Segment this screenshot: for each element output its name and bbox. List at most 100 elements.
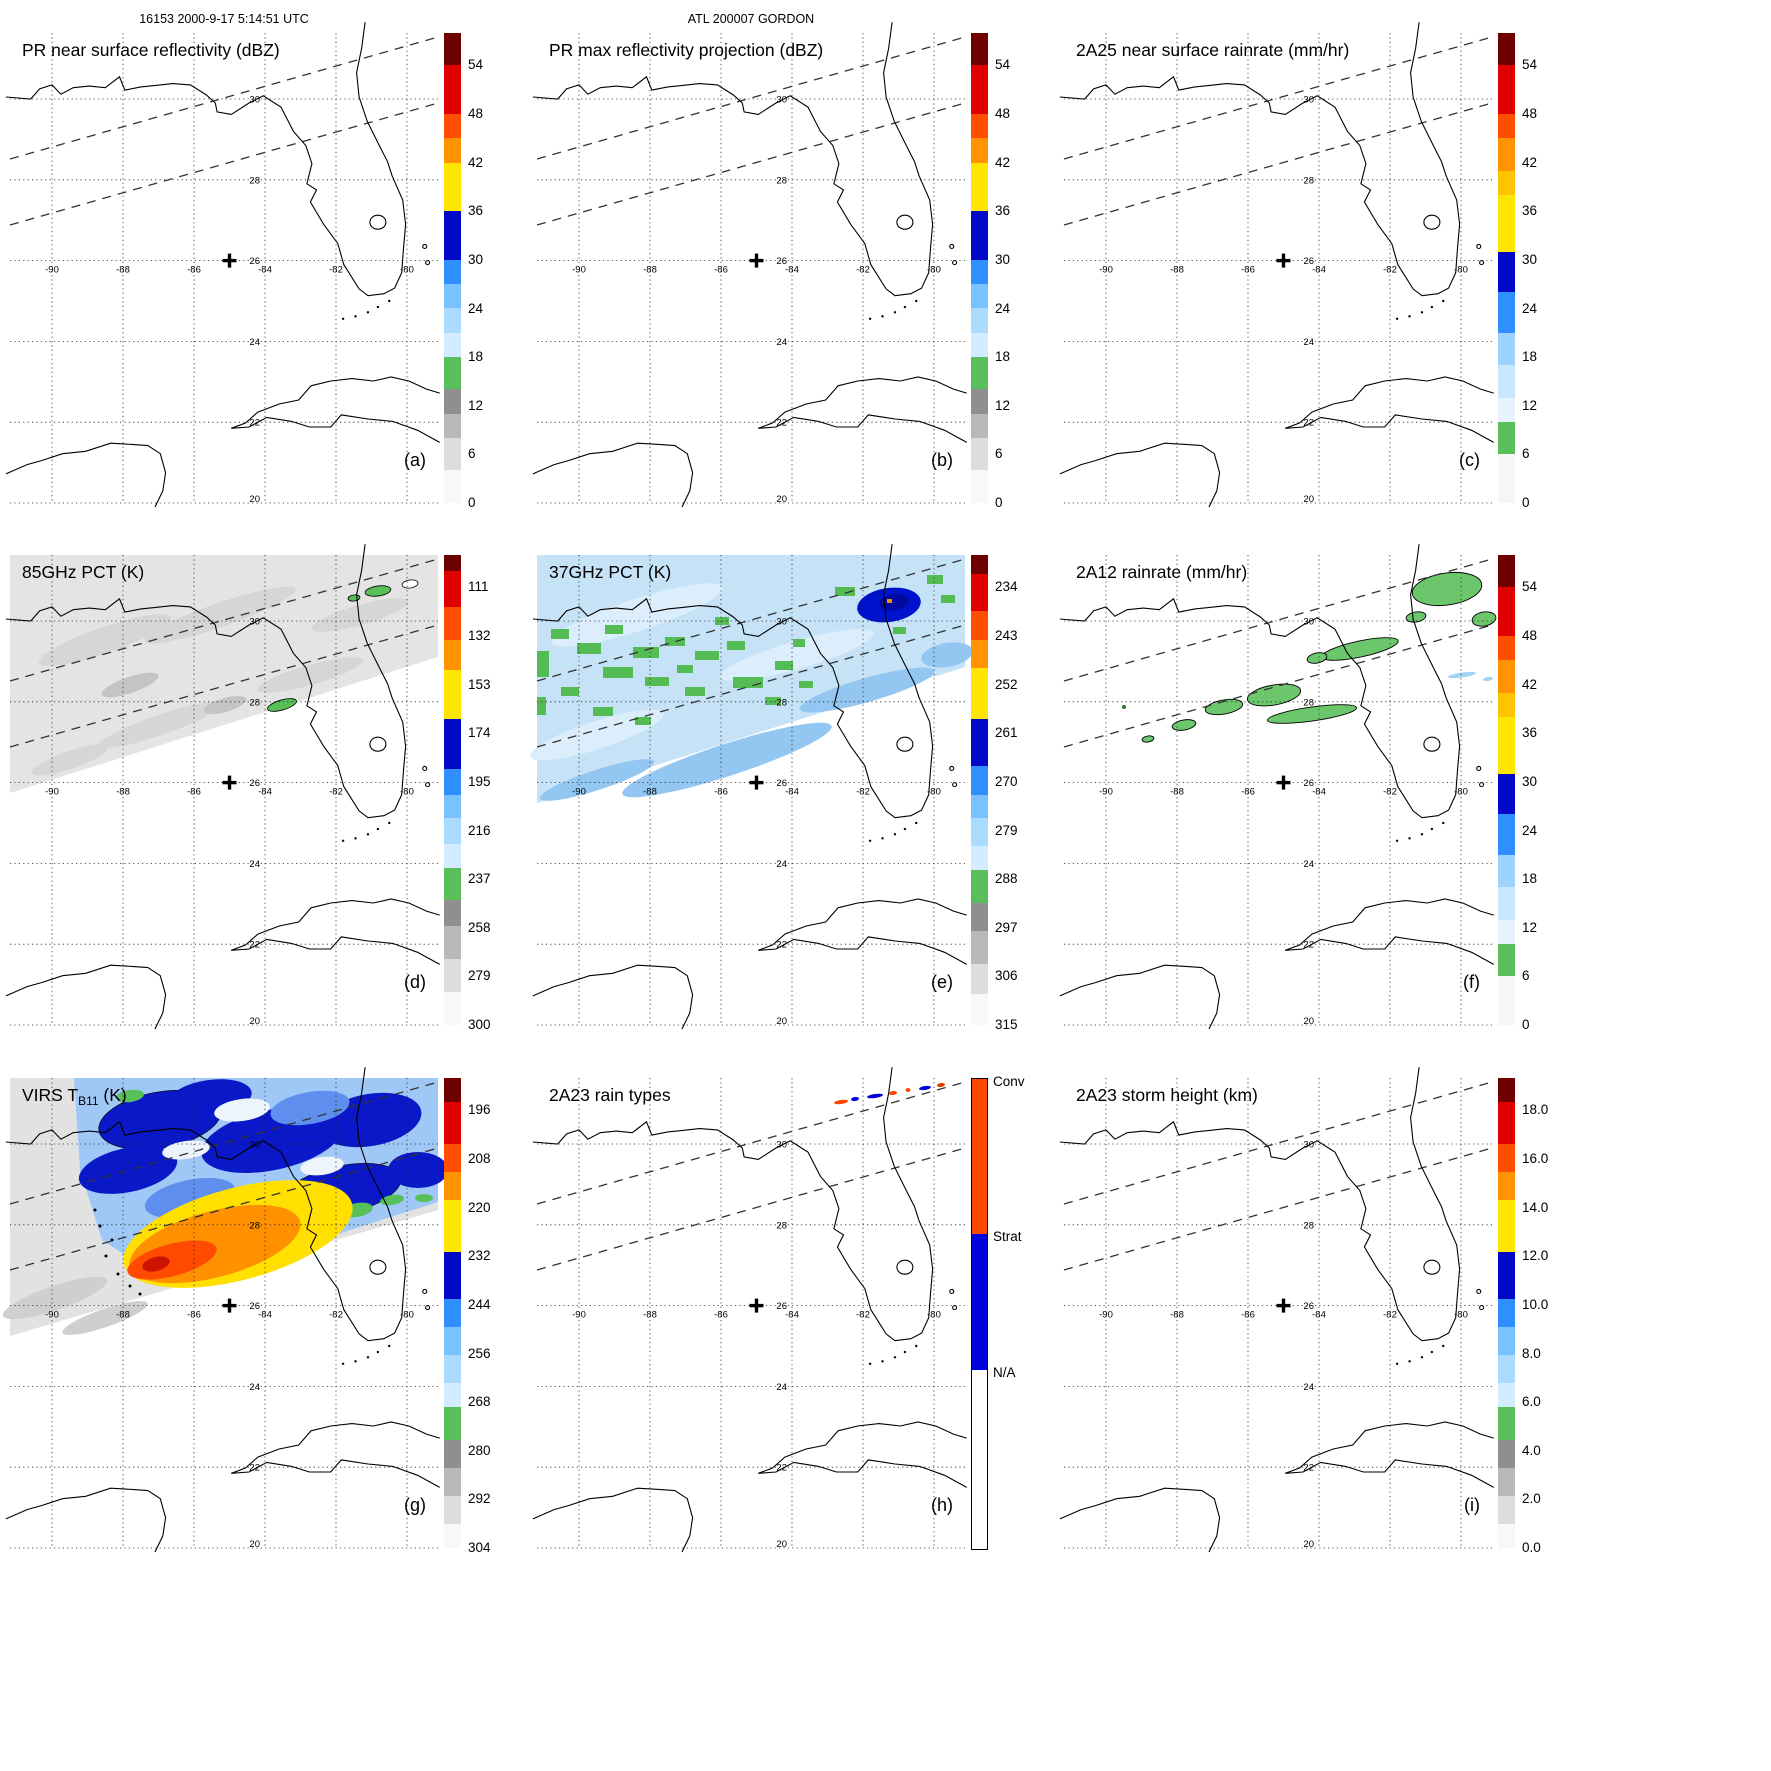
colorbar-segment [971,470,988,503]
colorbar-segment [1498,636,1515,661]
island-outline [422,243,428,250]
lon-label: -90 [45,1310,59,1321]
island-outline [1476,765,1482,772]
colorbar-segment [971,162,988,212]
data-blob [1246,683,1302,707]
lon-label: -84 [258,787,272,798]
lat-label: 26 [1303,1301,1314,1312]
colorbar-segment [1498,1524,1515,1548]
map-f: -90 -88 -86 -84 -82 -80 30 28 26 24 22 20 2A12 rainr… [1059,544,1497,1030]
lon-label: -84 [258,1310,272,1321]
panel-letter: (d) [404,972,426,992]
grid-labels: -90 -88 -86 -84 -82 -80 30 28 26 24 22 20 [1099,95,1468,506]
data-blob [116,1089,144,1103]
colorbar-tick-label: 12 [468,397,484,413]
storm-center-marker [749,775,764,790]
lon-label: -84 [258,265,272,276]
colorbar-segment [972,1370,987,1549]
rain-pixel [633,647,659,658]
colorbar-segment [971,818,988,847]
colorbar-tick-label: 48 [1522,628,1538,644]
panel-letter: (h) [931,1495,953,1515]
colorbar-segment [444,308,461,333]
colorbar-segment [1498,1496,1515,1525]
panel-letter: (i) [1464,1495,1480,1515]
lon-label: -90 [572,787,586,798]
colorbar-segment [1498,1078,1515,1102]
coastline [532,1067,967,1553]
colorbar-segment [971,719,988,767]
colorbar-segment [444,1406,461,1440]
grid-labels: -90 -88 -86 -84 -82 -80 30 28 26 24 22 20 [1099,1140,1468,1551]
lon-label: -90 [1099,787,1113,798]
colorbar-segment [444,794,461,819]
panel-e: -90 -88 -86 -84 -82 -80 30 28 26 24 22 20 37GHz PCT … [530,544,1064,1032]
lon-label: -86 [187,265,201,276]
colorbar-tick-label: 288 [995,871,1018,887]
contour-speck [116,1272,120,1276]
colorbar-segment [1498,1200,1515,1252]
data-overlay-pct37 [530,555,973,803]
colorbar-d [444,555,461,1025]
colorbar-tick-label: 24 [1522,822,1538,838]
colorbar-tick-label: 30 [995,251,1011,267]
data-blob [415,1194,433,1202]
colorbar-tick-label: 30 [468,251,484,267]
map-e: -90 -88 -86 -84 -82 -80 30 28 26 24 22 20 37GHz PCT … [530,544,973,1030]
colorbar-segment [444,332,461,357]
colorbar-segment [971,211,988,260]
storm-center-marker [222,253,237,268]
colorbar-segment [1498,421,1515,455]
lon-label: -86 [1241,1310,1255,1321]
gridlines [1064,555,1492,1026]
colorbar-segment [444,1355,461,1384]
lat-label: 26 [249,256,260,267]
colorbar-segment [972,1234,987,1371]
lat-label: 20 [776,1016,787,1027]
colorbar-segment [1498,454,1515,503]
data-overlay-raintype [834,1082,945,1105]
colorbar-segment [444,555,461,572]
colorbar-tick-label: 6 [995,446,1003,462]
rain-pixel [537,651,549,677]
raintype-category-label: Strat [993,1229,1022,1245]
colorbar-segment [444,639,461,671]
lat-label: 24 [1303,1382,1314,1393]
lon-label: -80 [1454,787,1468,798]
swath-edge-lines [536,36,966,226]
lake-okeechobee-outline [896,214,914,230]
colorbar-tick-label: 252 [995,676,1018,692]
colorbar-tick-label: 12 [995,397,1011,413]
colorbar-tick-label: 6 [1522,446,1530,462]
lon-label: -86 [714,265,728,276]
lon-label: -88 [116,787,130,798]
colorbar-segment [971,65,988,115]
panel-title: 2A25 near surface rainrate (mm/hr) [1076,40,1349,60]
data-blob [851,1096,859,1102]
colorbar-tick-label: 48 [468,106,484,122]
lon-label: -88 [1170,787,1184,798]
data-blob [142,1256,170,1272]
data-overlay-pct85 [10,555,438,793]
coastline [5,22,440,508]
colorbar-tick-label: 54 [995,57,1011,73]
lon-label: -88 [643,265,657,276]
hot-pixel [887,599,892,603]
colorbar-tick-label: 268 [468,1394,491,1410]
panel-b: -90 -88 -86 -84 -82 -80 30 28 26 24 22 20 PR max ref… [532,22,1064,510]
lat-label: 22 [776,1463,787,1474]
colorbar-tick-label: 232 [468,1248,491,1264]
lat-label: 22 [1303,1463,1314,1474]
panel-letter: (a) [404,450,426,470]
data-blob [1266,704,1358,724]
colorbar-tick-label: 279 [468,968,491,984]
panel-letter: (g) [404,1495,426,1515]
raintype-category-label: Conv [993,1074,1025,1089]
colorbar-segment [444,1383,461,1407]
colorbar-segment [972,1079,987,1235]
colorbar-segment [1498,170,1515,196]
panel-title: 85GHz PCT (K) [22,562,144,582]
colorbar-segment [971,308,988,333]
lon-label: -84 [785,1310,799,1321]
colorbar-segment [444,1078,461,1102]
